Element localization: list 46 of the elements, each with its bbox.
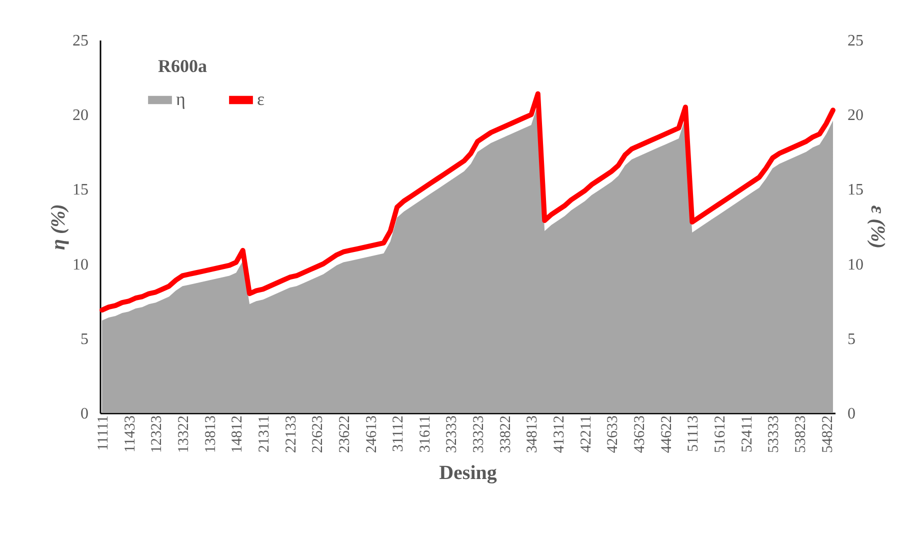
x-tick-label: 41312 bbox=[552, 416, 568, 453]
y2-tick-label: 5 bbox=[848, 330, 856, 348]
x-tick-label: 52411 bbox=[739, 416, 756, 452]
text: R600a bbox=[158, 56, 207, 76]
x-tick-label: 21311 bbox=[256, 416, 272, 452]
x-tick-label: 34813 bbox=[524, 416, 541, 453]
y2-tick-label: 20 bbox=[848, 107, 864, 124]
y-axis-title: η (%) bbox=[48, 204, 70, 250]
x-tick-label: 11111 bbox=[96, 416, 112, 451]
x-tick-label: 12323 bbox=[149, 416, 166, 453]
y2-tick-label: 15 bbox=[848, 182, 864, 199]
legend-label: η bbox=[176, 89, 186, 109]
x-tick-label: 31611 bbox=[417, 416, 434, 452]
y-tick-label: 0 bbox=[80, 406, 88, 422]
y-tick-label: 5 bbox=[80, 330, 88, 348]
x-tick-label: 51113 bbox=[686, 416, 702, 452]
x-tick-label: 54822 bbox=[820, 416, 836, 453]
x-tick-label: 33323 bbox=[471, 416, 488, 453]
x-tick-label: 31112 bbox=[390, 416, 407, 452]
y2-axis-title: ε (%) bbox=[866, 205, 888, 249]
x-tick-label: 13813 bbox=[202, 416, 219, 453]
x-tick-label: 13322 bbox=[176, 416, 192, 453]
y-tick-label: 10 bbox=[72, 256, 88, 274]
x-tick-label: 32333 bbox=[444, 416, 460, 453]
y-tick-label: 20 bbox=[72, 107, 88, 124]
x-tick-label: 44622 bbox=[658, 416, 675, 453]
y2-tick-label: 25 bbox=[848, 32, 864, 50]
x-tick-label: 11433 bbox=[122, 416, 138, 452]
y-tick-label: 15 bbox=[72, 182, 88, 199]
x-tick-label: 24613 bbox=[364, 416, 380, 453]
x-tick-label: 53333 bbox=[766, 416, 782, 453]
x-tick-label: 22623 bbox=[310, 416, 326, 453]
x-tick-label: 53823 bbox=[792, 416, 809, 453]
x-tick-label: 51612 bbox=[712, 416, 728, 453]
y2-tick-label: 0 bbox=[848, 406, 856, 422]
x-tick-label: 33822 bbox=[498, 416, 514, 453]
x-tick-label: 42211 bbox=[578, 416, 594, 452]
legend-label: ε bbox=[257, 89, 265, 109]
y2-tick-label: 10 bbox=[848, 256, 864, 274]
x-tick-label: 43623 bbox=[632, 416, 648, 453]
y-tick-label: 25 bbox=[72, 32, 88, 50]
x-tick-label: 22133 bbox=[283, 416, 300, 453]
x-tick-label: 23622 bbox=[336, 416, 353, 453]
x-tick-label: 42633 bbox=[605, 416, 622, 453]
x-axis-title: Desing bbox=[439, 462, 497, 484]
x-tick-label: 14812 bbox=[230, 416, 246, 453]
